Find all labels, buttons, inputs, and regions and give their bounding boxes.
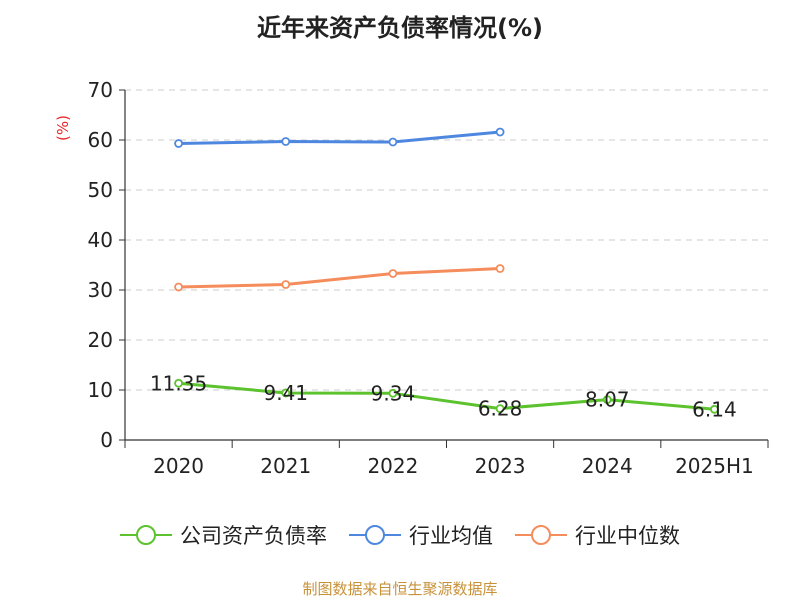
data-point — [710, 404, 719, 414]
data-label: 9.34 — [371, 381, 416, 405]
data-point — [174, 378, 183, 388]
x-tick-label: 2023 — [475, 454, 526, 478]
legend-label: 公司资产负债率 — [180, 524, 327, 548]
legend-swatch — [120, 525, 172, 545]
legend-swatch — [349, 525, 401, 545]
series-line-1 — [178, 130, 501, 145]
legend-label: 行业均值 — [409, 524, 493, 548]
data-point — [174, 139, 183, 148]
y-tick-label: 10 — [88, 378, 113, 402]
y-tick-label: 60 — [88, 128, 113, 152]
data-point — [388, 137, 398, 147]
data-point — [388, 388, 398, 398]
data-point — [281, 280, 291, 289]
y-tick-label: 30 — [88, 278, 113, 302]
legend: 公司资产负债率 行业均值 行业中位数 — [0, 520, 800, 550]
y-tick-label: 0 — [100, 428, 113, 452]
y-tick-label: 40 — [88, 228, 113, 252]
series-line-2 — [178, 267, 501, 289]
data-point — [495, 127, 505, 137]
data-label: 8.07 — [585, 388, 630, 412]
x-tick-label: 2021 — [260, 454, 311, 478]
data-point — [495, 404, 505, 414]
y-tick-label: 70 — [88, 78, 113, 102]
data-point — [495, 264, 505, 273]
data-point — [281, 388, 291, 398]
x-tick-label: 2020 — [153, 454, 204, 478]
data-label: 9.41 — [263, 381, 308, 405]
data-point — [602, 395, 612, 405]
y-tick-label: 50 — [88, 178, 113, 202]
data-point — [388, 269, 398, 278]
legend-item[interactable]: 行业中位数 — [515, 520, 680, 550]
series-line-0 — [178, 381, 715, 411]
data-point — [174, 282, 183, 292]
legend-swatch-marker — [531, 525, 551, 545]
x-tick-label: 2025H1 — [675, 454, 754, 478]
legend-swatch-marker — [136, 525, 156, 545]
legend-swatch-marker — [365, 525, 385, 545]
source-note: 制图数据来自恒生聚源数据库 — [302, 580, 498, 598]
legend-swatch — [515, 525, 567, 545]
y-axis-label: (%) — [54, 115, 72, 141]
data-point — [281, 137, 291, 146]
data-label: 11.35 — [150, 371, 207, 395]
x-tick-label: 2024 — [582, 454, 633, 478]
x-tick-label: 2022 — [367, 454, 418, 478]
data-label: 6.28 — [478, 397, 523, 421]
y-tick-label: 20 — [88, 328, 113, 352]
data-label: 6.14 — [692, 397, 737, 421]
legend-label: 行业中位数 — [575, 524, 680, 548]
chart-title: 近年来资产负债率情况(%) — [257, 14, 543, 42]
legend-item[interactable]: 行业均值 — [349, 520, 493, 550]
legend-item[interactable]: 公司资产负债率 — [120, 520, 327, 550]
